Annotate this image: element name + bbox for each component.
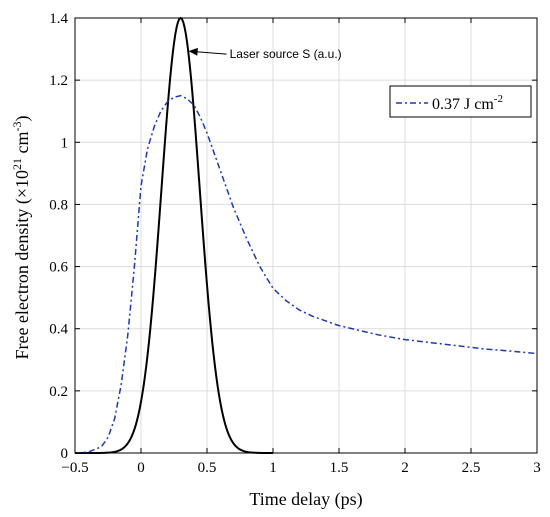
- x-tick-label: −0.5: [61, 460, 88, 476]
- y-axis-title: Free electron density (×1021 cm-3): [10, 115, 33, 359]
- legend-label: 0.37 J cm-2: [432, 93, 503, 113]
- plot-area-frame: [74, 17, 538, 454]
- legend-label-exponent: -2: [494, 93, 503, 105]
- y-tick-label: 1: [61, 135, 69, 151]
- annotation: Laser source S (a.u.): [188, 47, 342, 61]
- y-tick-label: 0.2: [49, 384, 68, 400]
- y-tick-label: 0.6: [49, 260, 68, 276]
- y-axis-title-unit-exponent: -3: [10, 121, 24, 131]
- laser-source-line: [75, 16, 274, 454]
- y-tick-label: 0: [61, 446, 69, 462]
- annotation-arrowhead: [188, 47, 198, 56]
- y-axis-title-unit: cm: [12, 131, 32, 158]
- y-axis-title-close: ): [12, 115, 33, 121]
- x-tick-label: 0: [137, 460, 145, 476]
- annotation-arrow: [196, 51, 227, 55]
- annotation-label: Laser source S (a.u.): [230, 47, 342, 61]
- electron-density-line: [74, 94, 538, 454]
- x-tick-label: 2: [401, 460, 409, 476]
- series-layer: [74, 16, 538, 454]
- x-tick-label: 1: [269, 460, 277, 476]
- legend-label-text: 0.37 J cm: [432, 96, 494, 113]
- y-axis-title-exponent: 21: [10, 158, 24, 170]
- x-tick-label: 3: [533, 460, 541, 476]
- y-axis-title-text: Free electron density (×10: [12, 170, 33, 360]
- axis-ticks: −0.5 0 0.5 1 1.5 2 2.5 300.20.40.60.811.21.4: [49, 11, 541, 476]
- x-axis-title: Time delay (ps): [249, 489, 362, 510]
- legend-box: [389, 85, 532, 118]
- x-tick-label: 2.5: [462, 460, 481, 476]
- y-tick-label: 1.4: [49, 11, 68, 27]
- x-tick-label: 1.5: [330, 460, 349, 476]
- y-tick-label: 0.8: [49, 197, 68, 213]
- x-tick-label: 0.5: [198, 460, 217, 476]
- legend: 0.37 J cm-2: [389, 85, 532, 118]
- y-tick-label: 1.2: [49, 73, 68, 89]
- y-tick-label: 0.4: [49, 322, 68, 338]
